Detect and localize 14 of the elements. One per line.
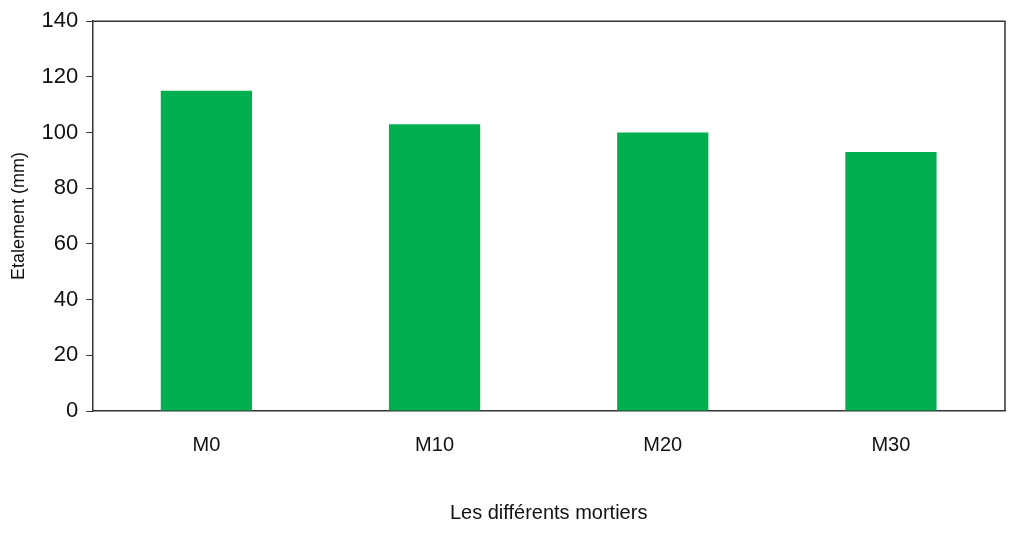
x-tick-label: M20 <box>643 432 683 455</box>
y-tick-label: 80 <box>53 174 79 200</box>
y-tick-label: 140 <box>41 7 79 33</box>
y-tick-label: 20 <box>53 341 79 367</box>
x-tick-label: M30 <box>871 432 911 455</box>
y-tick-label: 0 <box>66 397 79 423</box>
y-tick-label: 60 <box>53 230 79 256</box>
y-tick-label: 100 <box>41 118 79 144</box>
y-tick-label: 40 <box>53 285 79 311</box>
y-tick-label: 120 <box>41 62 79 88</box>
x-tick-label: M10 <box>415 432 455 455</box>
x-tick-label: M0 <box>192 432 221 455</box>
x-axis-title: Les différents mortiers <box>449 500 648 523</box>
y-axis-title: Etalement (mm) <box>7 152 28 281</box>
